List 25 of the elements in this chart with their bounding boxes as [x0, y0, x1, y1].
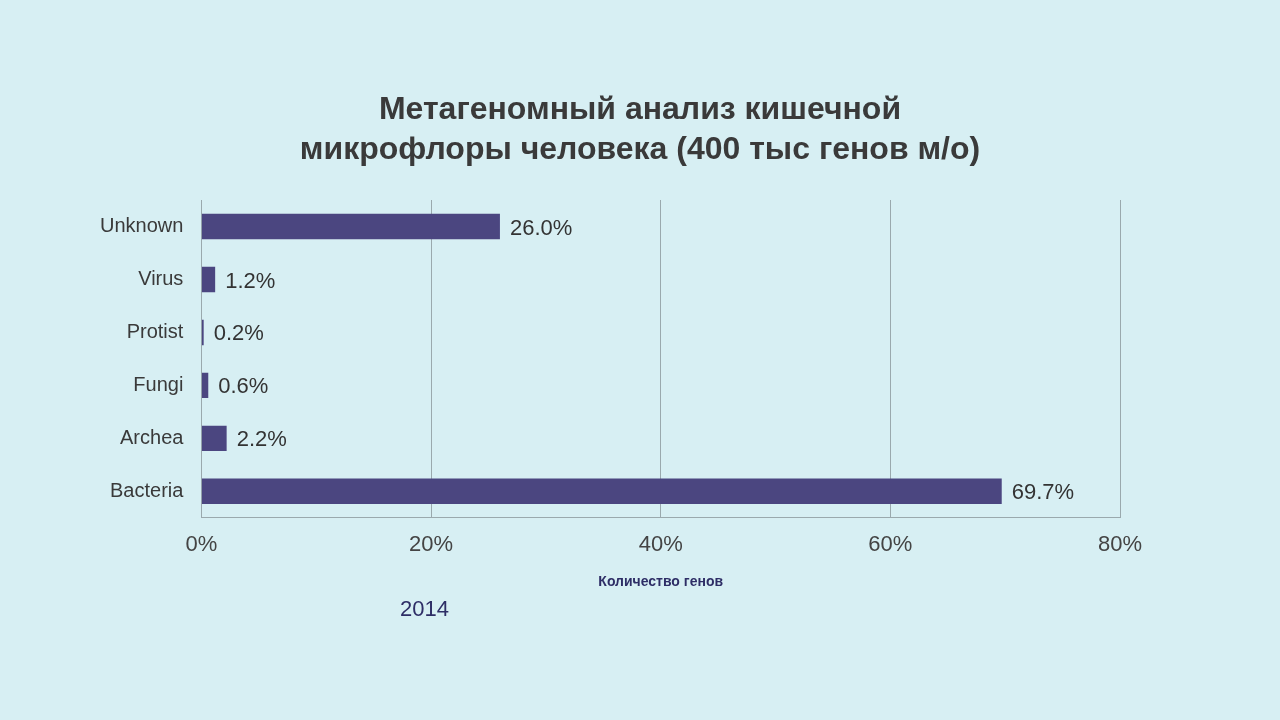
- bar: [201, 213, 500, 240]
- bar: [201, 478, 1002, 505]
- data-label: 0.2%: [213, 320, 264, 346]
- x-tick-label: 80%: [1097, 531, 1143, 557]
- data-label: 0.6%: [218, 373, 269, 399]
- data-label: 69.7%: [1011, 479, 1075, 505]
- data-label: 1.2%: [225, 267, 276, 293]
- x-tick-label: 20%: [409, 531, 454, 557]
- y-tick-label: Archea: [120, 425, 185, 448]
- y-tick-label: Fungi: [133, 372, 184, 395]
- data-label: 26.0%: [509, 214, 573, 240]
- data-label: 2.2%: [236, 426, 287, 452]
- x-axis-title: Количество генов: [598, 573, 724, 590]
- bar: [201, 266, 216, 293]
- x-tick-label: 0%: [185, 531, 218, 557]
- x-tick-label: 40%: [638, 531, 683, 557]
- bar: [201, 425, 227, 452]
- bar: [201, 372, 209, 399]
- y-tick-label: Bacteria: [110, 478, 185, 501]
- y-tick-label: Virus: [138, 266, 184, 289]
- x-tick-label: 60%: [868, 531, 913, 557]
- y-tick-label: Unknown: [99, 214, 184, 236]
- text: 2014: [400, 596, 449, 622]
- chart-title: Метагеномный анализ кишечной микрофлоры человека (400 тыс генов м/о): [298, 89, 982, 168]
- y-tick-label: Protist: [126, 319, 184, 342]
